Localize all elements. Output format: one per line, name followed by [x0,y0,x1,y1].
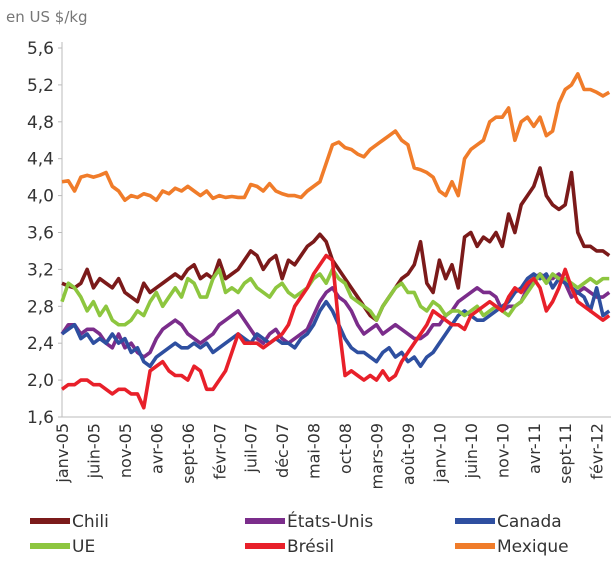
x-tick-label: sept-06 [179,423,198,484]
x-tick-label: août-09 [399,423,418,485]
series-line [61,166,611,322]
y-tick-label: 2,4 [27,334,54,354]
x-tick-label: juin-10 [462,423,481,479]
x-tick-label: févr-07 [210,423,229,480]
y-axis-label: en US $/kg [6,8,88,26]
legend-label: Mexique [497,537,569,557]
x-tick-label: janv-10 [430,423,449,484]
x-tick-label: juin-05 [84,423,103,479]
x-tick-label: sept-11 [556,423,575,484]
y-tick-label: 2,8 [27,297,54,317]
x-tick-label: avr-11 [525,423,544,474]
series-line [61,72,611,203]
x-tick-label: janv-05 [53,423,72,484]
x-tick-label: avr-06 [147,423,166,474]
y-tick-label: 2,0 [27,371,54,391]
y-tick-label: 4,4 [27,150,54,170]
y-tick-label: 3,2 [27,260,54,280]
legend-label: Chili [72,512,109,532]
y-tick-label: 3,6 [27,224,54,244]
y-tick-label: 1,6 [27,408,54,428]
y-tick-label: 4,0 [27,187,54,207]
x-tick-label: nov-10 [493,423,512,478]
x-tick-label: déc-07 [273,423,292,478]
x-tick-label: juil-07 [242,423,261,474]
y-tick-label: 4,8 [27,113,54,133]
x-tick-label: mars-09 [368,423,387,489]
legend-label: UE [72,537,95,557]
y-tick-label: 5,6 [27,39,54,59]
x-tick-label: nov-05 [116,423,135,478]
y-tick-label: 5,2 [27,76,54,96]
series-line [60,253,611,410]
x-tick-label: mai-08 [305,423,324,479]
legend-label: États-Unis [287,510,373,532]
x-tick-label: oct-08 [336,423,355,474]
x-tick-label: févr-12 [588,423,607,480]
legend-label: Brésil [287,537,334,557]
legend-label: Canada [497,512,562,532]
